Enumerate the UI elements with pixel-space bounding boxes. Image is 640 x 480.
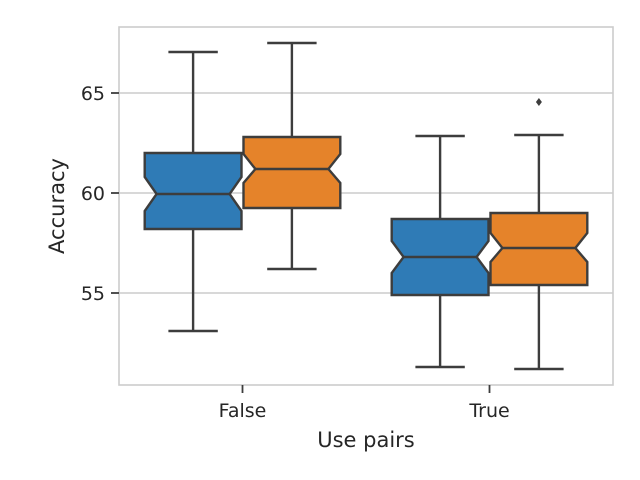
plot-frame <box>118 26 614 386</box>
x-axis-label: Use pairs <box>317 428 415 452</box>
box-false-s1 <box>242 41 342 271</box>
notched-box <box>143 151 243 231</box>
x-tick-label-false: False <box>219 400 267 422</box>
x-tick-label-true: True <box>468 400 509 422</box>
notched-box <box>242 135 342 210</box>
y-tick-label-55: 55 <box>81 283 105 305</box>
box-true-s1 <box>489 98 589 371</box>
y-axis-ticks: 55 60 65 <box>81 83 119 305</box>
y-axis-label: Accuracy <box>45 158 69 254</box>
boxes-layer <box>143 41 589 371</box>
box-true-s0 <box>390 134 490 369</box>
y-tick-label-65: 65 <box>81 83 105 105</box>
box-false-s0 <box>143 50 243 333</box>
outlier-point-0 <box>535 98 542 106</box>
x-axis-ticks: False True <box>219 385 510 422</box>
y-tick-label-60: 60 <box>81 183 105 205</box>
